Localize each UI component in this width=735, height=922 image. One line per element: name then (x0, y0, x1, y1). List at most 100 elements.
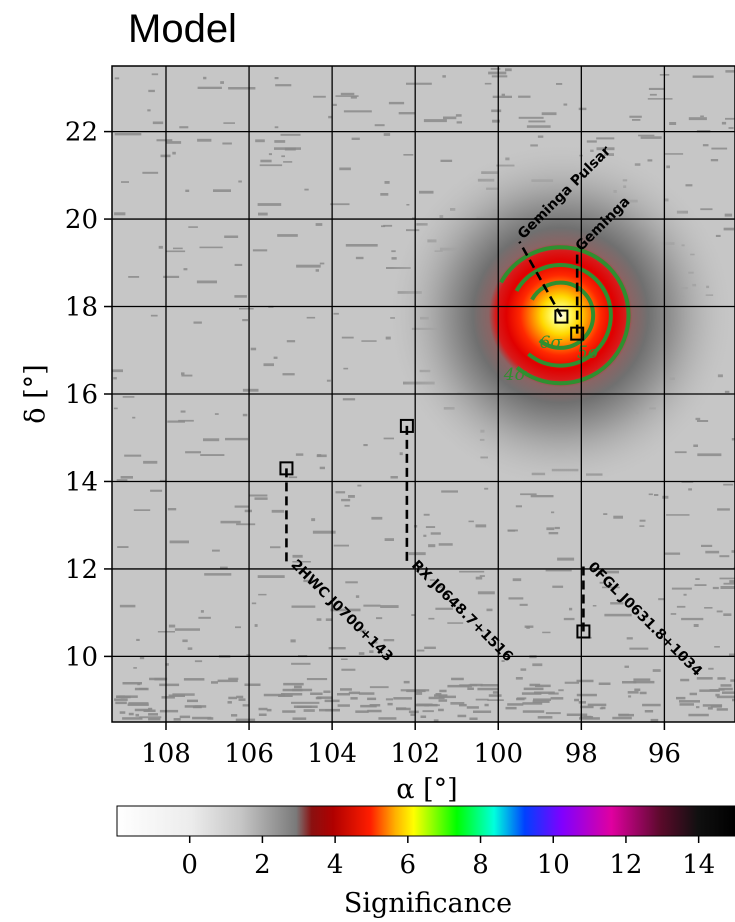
noise-streak (143, 460, 158, 464)
noise-streak (695, 578, 700, 580)
colorbar-tick-label: 4 (327, 850, 344, 880)
noise-streak (283, 161, 293, 163)
noise-streak (711, 147, 728, 150)
noise-streak (546, 527, 555, 531)
noise-streak (351, 137, 360, 140)
noise-streak (552, 585, 564, 588)
noise-streak (181, 372, 185, 375)
noise-streak (505, 68, 512, 72)
contour-4sigma (490, 245, 631, 386)
noise-streak (578, 701, 586, 704)
noise-streak (652, 669, 661, 672)
noise-streak (355, 710, 369, 713)
noise-streak (192, 716, 212, 720)
noise-streak (255, 139, 265, 143)
noise-streak (644, 710, 654, 713)
noise-streak (439, 689, 447, 693)
noise-streak (442, 75, 446, 78)
noise-streak (220, 520, 241, 524)
noise-streak (403, 154, 414, 156)
noise-streak (148, 89, 155, 93)
noise-streak (469, 683, 483, 687)
noise-streak (456, 121, 462, 124)
x-tick-label: 106 (224, 739, 274, 769)
source-leader (518, 240, 563, 318)
noise-streak (238, 698, 246, 701)
contour-5sigma (508, 262, 613, 368)
noise-streak (296, 264, 321, 268)
noise-streak (729, 580, 735, 583)
noise-streak (391, 257, 397, 260)
noise-streak (244, 683, 261, 686)
noise-streak (716, 695, 735, 699)
noise-streak (270, 546, 281, 549)
noise-streak (477, 687, 499, 691)
noise-streak (147, 109, 151, 112)
noise-streak (387, 702, 393, 706)
noise-streak (451, 677, 464, 681)
noise-streak (520, 493, 537, 496)
noise-streak (198, 616, 211, 619)
noise-streak (612, 716, 632, 720)
noise-streak (501, 93, 505, 96)
noise-streak (666, 514, 690, 516)
noise-streak (343, 110, 372, 113)
noise-streak (197, 86, 222, 89)
noise-streak (358, 692, 375, 695)
noise-streak (459, 703, 467, 707)
noise-streak (632, 119, 641, 121)
noise-streak (222, 142, 232, 145)
noise-streak (236, 523, 256, 526)
noise-streak (403, 680, 410, 684)
y-axis-ticks: 10 12 14 16 18 20 22 (65, 118, 112, 672)
noise-streak (542, 631, 551, 634)
noise-streak (428, 617, 435, 620)
colorbar-label: Significance (344, 888, 512, 919)
noise-streak (159, 683, 180, 687)
noise-streak (159, 709, 179, 713)
noise-streak (507, 529, 518, 532)
noise-streak (271, 509, 285, 513)
noise-streak (715, 234, 721, 237)
contours: 4σ 5σ 6σ (490, 245, 631, 386)
noise-streak (345, 581, 358, 584)
noise-streak (730, 679, 735, 682)
noise-streak (127, 703, 149, 706)
noise-streak (291, 605, 316, 608)
noise-streak (486, 608, 493, 612)
noise-streak (275, 84, 292, 87)
noise-streak (128, 276, 140, 278)
noise-streak (254, 624, 258, 627)
noise-streak (424, 646, 436, 649)
noise-streak (679, 700, 700, 703)
noise-streak (613, 515, 623, 519)
noise-streak (192, 705, 202, 709)
noise-streak (258, 593, 267, 596)
noise-streak (148, 717, 161, 721)
noise-streak (639, 691, 647, 695)
noise-streak (250, 347, 257, 351)
noise-streak (423, 534, 427, 537)
noise-streak (694, 584, 707, 586)
noise-streak (428, 696, 445, 700)
noise-streak (128, 702, 149, 705)
colorbar (116, 805, 735, 837)
noise-streak (384, 181, 390, 184)
noise-streak (491, 75, 508, 78)
noise-streak (558, 689, 564, 692)
noise-streak (385, 698, 393, 701)
noise-streak (369, 686, 389, 689)
colorbar-tick-label: 6 (400, 850, 417, 880)
noise-streak (282, 710, 296, 713)
noise-streak (406, 204, 410, 206)
noise-streak (150, 314, 158, 317)
noise-streak (723, 582, 735, 585)
noise-streak (332, 103, 337, 106)
noise-streak (633, 680, 655, 684)
noise-streak (676, 696, 686, 700)
noise-streak (718, 687, 733, 691)
noise-streak (185, 451, 201, 454)
noise-streak (725, 70, 735, 73)
noise-streak (587, 703, 607, 707)
